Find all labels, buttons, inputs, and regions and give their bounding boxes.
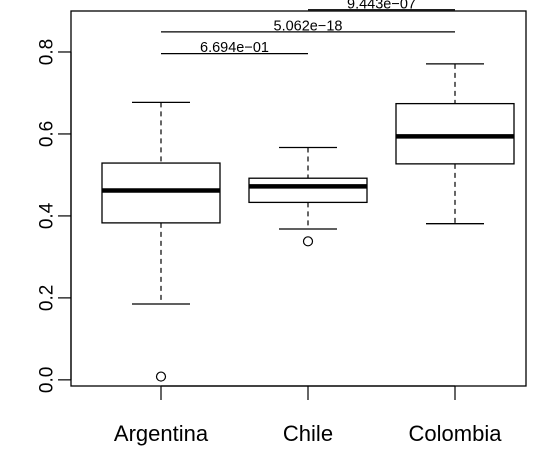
y-tick-label: 0.0 [37,367,58,393]
box-colombia [395,63,515,225]
iqr-box [248,177,368,204]
box-chile [248,146,368,247]
iqr-box [395,102,515,165]
outlier-point [302,236,314,247]
x-tick-label: Colombia [409,421,503,446]
comparison-2: 9.443e−07 [308,0,455,12]
y-tick-label: 0.4 [37,202,58,229]
boxes [101,63,515,382]
comparison-label: 9.443e−07 [347,0,416,12]
x-tick-label: Chile [283,421,333,446]
comparison-0: 6.694e−01 [161,40,308,56]
box-argentina [101,101,221,382]
x-tick-label: Argentina [114,421,209,446]
comparison-brackets: 6.694e−01 5.062e−18 9.443e−07 [161,0,455,56]
outlier-point [155,371,167,382]
comparison-label: 6.694e−01 [200,40,269,56]
comparison-label: 5.062e−18 [274,18,343,34]
y-tick-label: 0.6 [37,121,58,147]
y-tick-label: 0.2 [37,285,58,311]
x-axis: Argentina Chile Colombia [114,385,503,446]
iqr-box [101,162,221,224]
y-axis: 0.0 0.2 0.4 0.6 0.8 [37,39,72,393]
y-tick-label: 0.8 [37,39,58,65]
comparison-1: 5.062e−18 [161,18,455,34]
